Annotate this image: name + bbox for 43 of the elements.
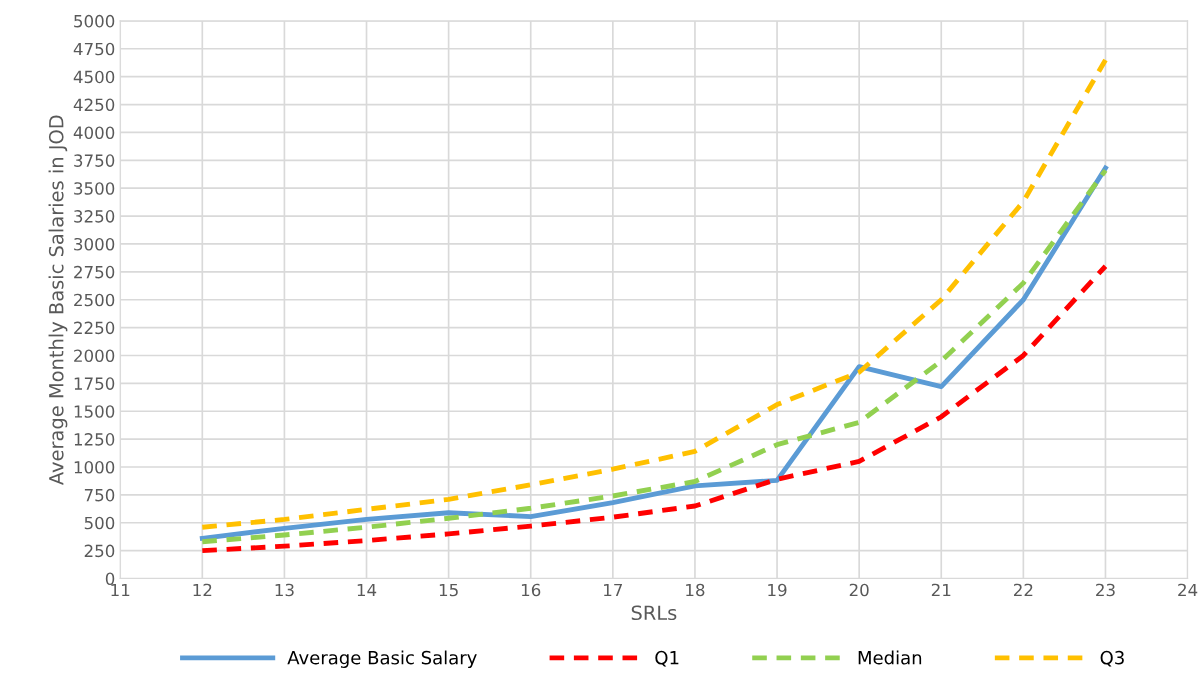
y-tick-label: 3750 bbox=[74, 154, 115, 167]
x-tick-label: 20 bbox=[849, 583, 869, 597]
x-tick-label: 23 bbox=[1096, 583, 1115, 597]
y-tick-label: 2250 bbox=[74, 321, 115, 335]
y-tick-label: 1500 bbox=[74, 405, 115, 418]
x-axis-title: SRLs bbox=[631, 605, 677, 621]
x-tick-label: 24 bbox=[1178, 583, 1198, 597]
y-tick-label: 3000 bbox=[74, 237, 115, 251]
x-tick-label: 16 bbox=[521, 583, 541, 597]
x-tick-label: 15 bbox=[439, 583, 458, 597]
y-tick-label: 4750 bbox=[73, 42, 115, 56]
legend-label: Q1 bbox=[655, 650, 679, 667]
y-tick-label: 0 bbox=[105, 572, 115, 586]
legend-label: Average Basic Salary bbox=[287, 650, 477, 668]
line-series bbox=[199, 263, 1108, 554]
y-tick-label: 750 bbox=[84, 488, 115, 502]
x-tick-label: 18 bbox=[686, 583, 705, 597]
y-tick-label: 4500 bbox=[73, 70, 115, 84]
x-tick-label: 14 bbox=[357, 583, 377, 597]
line-series bbox=[199, 57, 1108, 530]
y-tick-label: 500 bbox=[84, 516, 115, 530]
y-tick-label: 250 bbox=[84, 544, 115, 558]
x-tick-label: 17 bbox=[604, 583, 623, 597]
y-tick-label: 4250 bbox=[73, 98, 115, 112]
y-tick-label: 2750 bbox=[74, 265, 115, 279]
y-tick-label: 2000 bbox=[74, 349, 115, 363]
y-axis-title: Average Monthly Basic Salaries in JOD bbox=[48, 115, 68, 485]
x-tick-label: 19 bbox=[768, 583, 787, 597]
x-tick-label: 12 bbox=[193, 583, 212, 597]
x-tick-label: 11 bbox=[111, 583, 130, 597]
y-tick-label: 1000 bbox=[74, 460, 115, 474]
x-tick-label: 21 bbox=[931, 583, 951, 597]
y-tick-label: 2500 bbox=[74, 293, 115, 307]
legend-label: Median bbox=[858, 650, 922, 665]
y-tick-label: 3500 bbox=[74, 182, 115, 195]
y-tick-label: 5000 bbox=[74, 14, 115, 28]
y-tick-label: 1750 bbox=[74, 377, 115, 390]
legend-label: Q3 bbox=[1100, 650, 1124, 667]
y-tick-label: 3250 bbox=[74, 210, 115, 223]
x-tick-label: 13 bbox=[275, 583, 294, 597]
y-tick-label: 1250 bbox=[74, 433, 115, 446]
x-tick-label: 22 bbox=[1013, 583, 1033, 597]
y-tick-label: 4000 bbox=[73, 126, 115, 139]
